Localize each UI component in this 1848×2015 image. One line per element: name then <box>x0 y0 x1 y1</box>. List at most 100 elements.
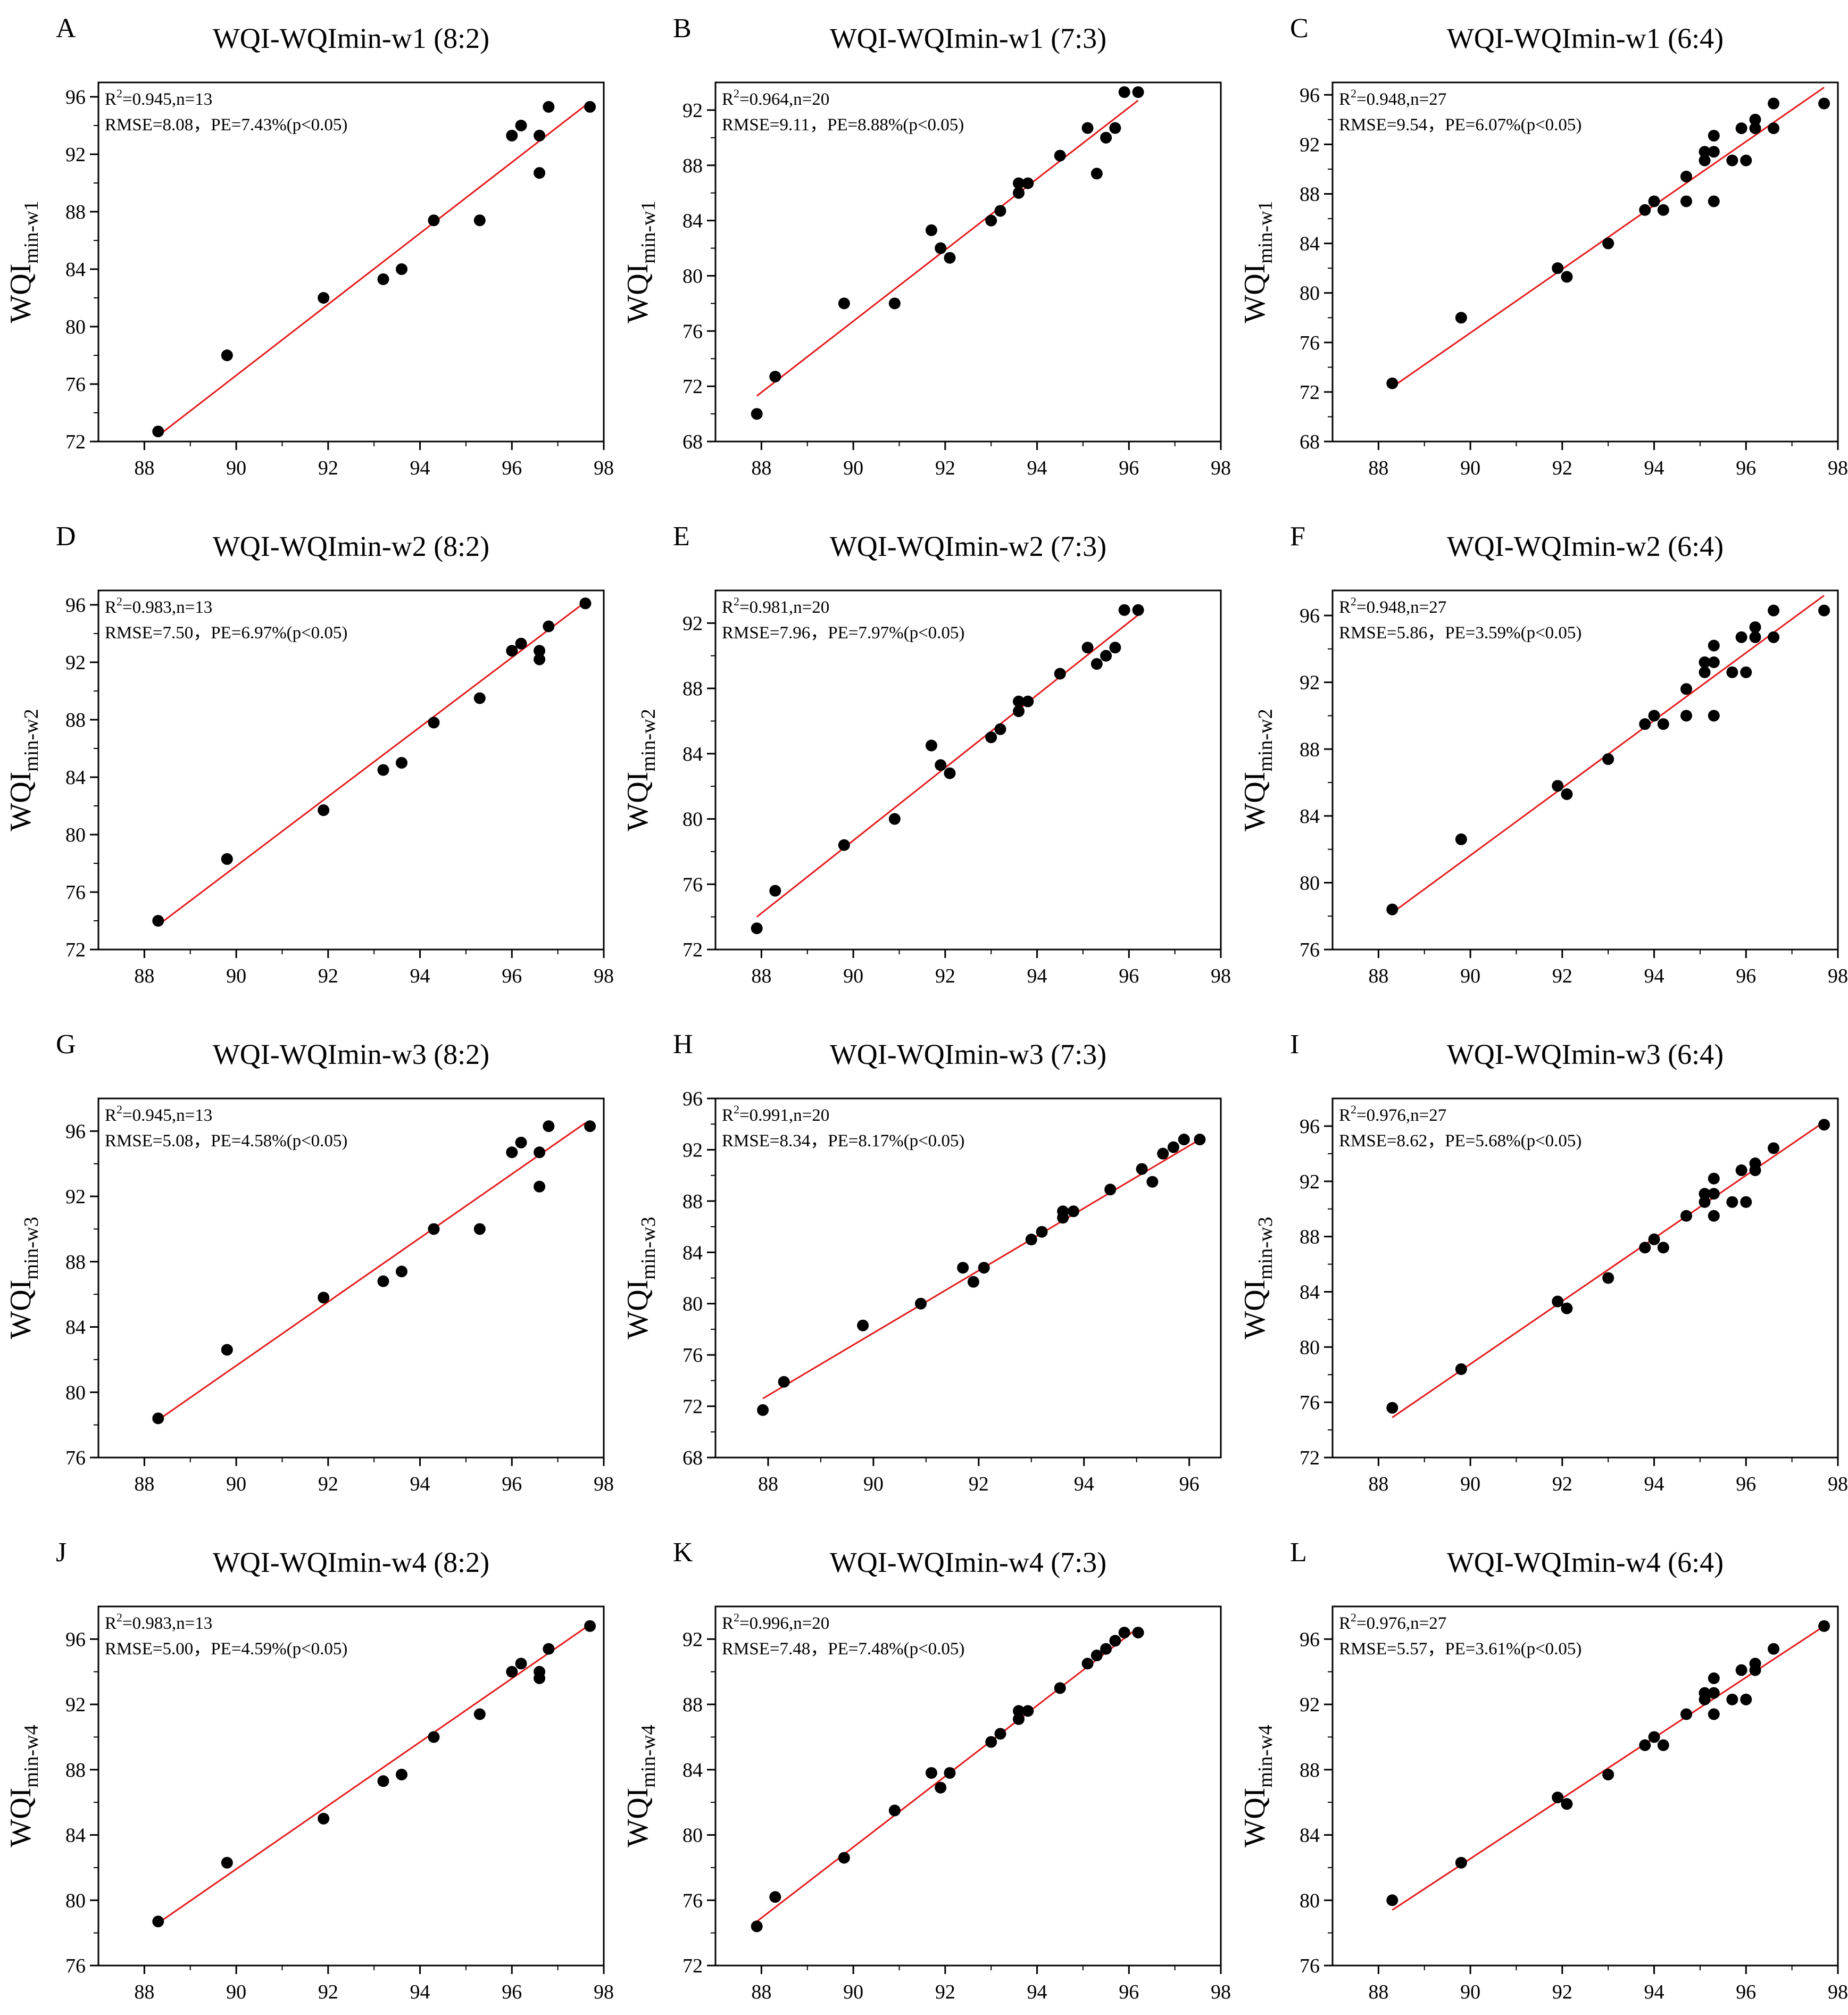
stats-r2: R2=0.964,n=20 <box>722 87 829 109</box>
data-point <box>978 1262 990 1274</box>
x-tick-label: 98 <box>1828 1473 1848 1495</box>
y-axis-label: WQImin-w1 <box>621 201 660 323</box>
x-tick-label: 94 <box>1644 1473 1664 1495</box>
x-tick-label: 90 <box>226 1473 246 1495</box>
plot-frame <box>1331 589 1839 951</box>
y-axis-label: WQImin-w4 <box>4 1725 43 1847</box>
data-point <box>318 1292 330 1304</box>
data-point <box>1699 1188 1711 1200</box>
y-tick-label: 80 <box>682 265 703 287</box>
stats-r2: R2=0.981,n=20 <box>722 595 829 617</box>
y-axis-label: WQImin-w3 <box>621 1217 660 1339</box>
data-point <box>1386 1402 1399 1414</box>
y-tick-label: 80 <box>65 824 86 846</box>
x-tick-label: 88 <box>134 1473 154 1495</box>
plot-frame <box>714 1605 1222 1967</box>
data-point <box>944 252 956 264</box>
data-point <box>1749 113 1761 126</box>
data-point <box>925 1767 937 1779</box>
data-point <box>914 1297 927 1310</box>
data-point <box>1100 131 1112 144</box>
stats-r2-value: =0.981,n=20 <box>739 598 829 617</box>
data-point <box>985 214 997 227</box>
stats-r2-symbol: R <box>1339 1106 1351 1125</box>
x-tick-label: 90 <box>226 965 246 987</box>
data-point <box>778 1376 790 1388</box>
data-point <box>1132 1627 1144 1639</box>
data-point <box>1013 695 1025 707</box>
data-point <box>1100 1643 1112 1655</box>
stats-r2-value: =0.945,n=13 <box>122 90 212 109</box>
x-tick-label: 88 <box>758 1473 778 1495</box>
y-tick-label: 72 <box>682 1396 703 1418</box>
data-point <box>1091 168 1103 180</box>
data-point <box>1157 1147 1169 1160</box>
stats-r2: R2=0.948,n=27 <box>1339 595 1446 617</box>
y-tick-label: 96 <box>65 86 86 109</box>
data-point <box>1699 1196 1711 1208</box>
y-axis-label: WQImin-w3 <box>1238 1217 1277 1339</box>
data-point <box>1749 631 1761 643</box>
y-tick-label: 88 <box>65 1759 86 1781</box>
panel-label: J <box>56 1537 66 1568</box>
data-point <box>584 101 596 113</box>
y-tick-label: 72 <box>1300 381 1320 404</box>
y-tick-label: 92 <box>1300 672 1320 694</box>
data-point <box>1768 1643 1780 1655</box>
y-tick-label: 68 <box>682 431 703 453</box>
data-point <box>473 692 486 704</box>
data-point <box>769 1891 781 1903</box>
x-tick-label: 90 <box>226 1981 246 2003</box>
y-tick-label: 76 <box>1300 1392 1320 1414</box>
stats-r2-exp: 2 <box>1351 1103 1356 1116</box>
y-axis-label-sub: min-w4 <box>637 1725 660 1787</box>
stats-rmse-pe: RMSE=8.62，PE=5.68%(p<0.05) <box>1339 1131 1581 1151</box>
y-tick-label: 84 <box>682 210 703 232</box>
data-point <box>888 813 901 825</box>
data-point <box>377 273 389 285</box>
y-tick-label: 96 <box>1300 1628 1320 1651</box>
y-axis-label: WQImin-w4 <box>621 1725 660 1847</box>
data-point <box>1818 604 1830 617</box>
data-point <box>318 1812 330 1825</box>
y-tick-label: 72 <box>682 939 703 961</box>
data-point <box>1552 780 1564 792</box>
data-point <box>769 885 781 897</box>
x-tick-label: 98 <box>1211 965 1231 987</box>
data-point <box>473 214 486 227</box>
data-point <box>1726 154 1738 166</box>
x-tick-label: 92 <box>1552 1473 1572 1495</box>
stats-r2: R2=0.976,n=27 <box>1339 1611 1446 1633</box>
y-tick-label: 80 <box>682 809 703 831</box>
data-point <box>152 426 164 438</box>
data-point <box>1386 377 1399 389</box>
stats-r2-exp: 2 <box>116 595 122 608</box>
stats-r2-value: =0.983,n=13 <box>122 1614 212 1633</box>
x-tick-label: 92 <box>1552 1981 1572 2003</box>
x-tick-label: 88 <box>1368 965 1388 987</box>
data-point <box>1561 1798 1573 1810</box>
panel-label: F <box>1290 521 1305 552</box>
x-tick-label: 96 <box>1119 1981 1139 2003</box>
data-point <box>944 767 956 779</box>
data-point <box>534 1672 546 1684</box>
chart-panel-I: I WQI-WQImin-w3 (6:4) 88 90 92 94 96 98 72 76 80 84… <box>1238 1029 1848 1495</box>
data-point <box>1708 1672 1720 1684</box>
data-point <box>838 1852 850 1864</box>
data-point <box>152 1916 164 1928</box>
chart-title: WQI-WQImin-w3 (6:4) <box>1447 1038 1724 1070</box>
x-tick-label: 94 <box>1644 457 1664 479</box>
plot-frame <box>1331 1605 1839 1967</box>
y-axis-label: WQImin-w2 <box>4 709 43 831</box>
stats-r2-symbol: R <box>1339 598 1351 617</box>
data-point <box>994 1728 1006 1740</box>
y-tick-label: 72 <box>682 376 703 398</box>
y-tick-label: 84 <box>65 1825 86 1847</box>
data-point <box>377 1775 389 1787</box>
data-point <box>1768 604 1780 617</box>
plot-frame <box>97 81 605 443</box>
y-tick-label: 92 <box>1300 1171 1320 1193</box>
y-axis-label-main: WQI <box>621 264 654 323</box>
data-point <box>1726 1693 1738 1705</box>
data-point <box>1455 1856 1467 1869</box>
